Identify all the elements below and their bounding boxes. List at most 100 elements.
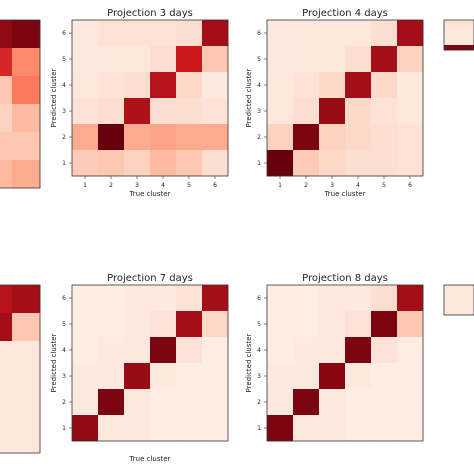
x-tick-label: 3 bbox=[330, 182, 334, 189]
heatmap-cell bbox=[98, 124, 125, 151]
heatmap-cell bbox=[150, 20, 177, 47]
heatmap-cell bbox=[12, 104, 41, 133]
heatmap-cell bbox=[202, 363, 229, 390]
heatmap-cell bbox=[319, 415, 346, 442]
y-tick-label: 4 bbox=[62, 82, 66, 89]
heatmap-cell bbox=[0, 160, 13, 189]
heatmap-cell bbox=[0, 397, 13, 426]
heatmap-cell bbox=[267, 20, 294, 47]
heatmap-cell bbox=[397, 285, 424, 312]
heatmap-cell bbox=[371, 72, 398, 99]
x-tick-label: 3 bbox=[135, 182, 139, 189]
heatmap-cell bbox=[12, 369, 41, 398]
heatmap-cell bbox=[176, 337, 203, 364]
heatmap-cell bbox=[0, 285, 13, 314]
heatmap-cell bbox=[124, 389, 151, 416]
y-tick-label: 1 bbox=[257, 425, 261, 432]
panel-title: Projection 4 days bbox=[302, 8, 388, 19]
heatmap-cell bbox=[397, 20, 424, 47]
heatmap-cell bbox=[319, 337, 346, 364]
x-tick-label: 1 bbox=[278, 182, 282, 189]
heatmap-cell bbox=[72, 72, 99, 99]
heatmap-cell bbox=[319, 311, 346, 338]
heatmap-cell bbox=[345, 415, 372, 442]
heatmap-cell bbox=[12, 20, 41, 49]
heatmap-cell bbox=[124, 98, 151, 125]
heatmap-cell bbox=[371, 150, 398, 177]
heatmap-cell bbox=[98, 363, 125, 390]
heatmap-cell bbox=[124, 46, 151, 73]
heatmap-cell bbox=[12, 285, 41, 314]
heatmap-cell bbox=[150, 311, 177, 338]
heatmap-cell bbox=[150, 389, 177, 416]
heatmap-cell bbox=[371, 285, 398, 312]
heatmap-cell bbox=[124, 150, 151, 177]
y-tick-label: 3 bbox=[62, 373, 66, 380]
heatmap-cell bbox=[98, 72, 125, 99]
y-tick-label: 5 bbox=[257, 321, 261, 328]
x-tick-label: 2 bbox=[109, 182, 113, 189]
heatmap-cell bbox=[397, 46, 424, 73]
heatmap-frame bbox=[443, 19, 474, 51]
heatmap-cell bbox=[124, 415, 151, 442]
heatmap-cell bbox=[293, 389, 320, 416]
heatmap-cell bbox=[124, 363, 151, 390]
heatmap-cell bbox=[150, 72, 177, 99]
y-tick-label: 3 bbox=[62, 108, 66, 115]
y-axis-label: Predicted cluster bbox=[50, 68, 58, 127]
x-axis-label: True cluster bbox=[324, 190, 366, 198]
heatmap-cell bbox=[397, 98, 424, 125]
heatmap-cell bbox=[0, 369, 13, 398]
heatmap-cell bbox=[444, 20, 474, 26]
heatmap-cell bbox=[345, 46, 372, 73]
panel-title: Projection 3 days bbox=[107, 8, 193, 19]
heatmap-cell bbox=[176, 311, 203, 338]
heatmap-cell bbox=[176, 389, 203, 416]
heatmap-cell bbox=[371, 363, 398, 390]
heatmap-cell bbox=[267, 150, 294, 177]
heatmap-cell bbox=[202, 46, 229, 73]
y-tick-label: 4 bbox=[257, 82, 261, 89]
heatmap-cell bbox=[124, 72, 151, 99]
heatmap-cell bbox=[176, 363, 203, 390]
heatmap-cell bbox=[371, 311, 398, 338]
heatmap-cell bbox=[0, 20, 13, 49]
heatmap-cell bbox=[444, 40, 474, 46]
y-tick-label: 2 bbox=[62, 399, 66, 406]
heatmap-cell bbox=[444, 310, 474, 316]
heatmap-cell bbox=[293, 415, 320, 442]
panel-title: Projection 7 days bbox=[107, 273, 193, 284]
heatmap-cell bbox=[319, 98, 346, 125]
heatmap-cell bbox=[72, 124, 99, 151]
heatmap-cell bbox=[12, 132, 41, 161]
y-tick-label: 3 bbox=[257, 108, 261, 115]
heatmap-frame bbox=[0, 284, 41, 454]
heatmap-cell bbox=[397, 389, 424, 416]
heatmap-cell bbox=[150, 98, 177, 125]
heatmap-cell bbox=[72, 285, 99, 312]
heatmap-cell bbox=[72, 46, 99, 73]
y-tick-label: 6 bbox=[62, 295, 66, 302]
heatmap-cell bbox=[444, 295, 474, 301]
heatmap-cell bbox=[176, 72, 203, 99]
heatmap-cell bbox=[444, 35, 474, 41]
heatmap-cell bbox=[444, 45, 474, 51]
y-tick-label: 2 bbox=[62, 134, 66, 141]
heatmap-cell bbox=[267, 124, 294, 151]
heatmap-cell bbox=[267, 46, 294, 73]
heatmap-cell bbox=[124, 124, 151, 151]
heatmap-cell bbox=[371, 98, 398, 125]
heatmap-cell bbox=[345, 98, 372, 125]
panel-title: Projection 8 days bbox=[302, 273, 388, 284]
heatmap-cell bbox=[371, 337, 398, 364]
y-tick-label: 3 bbox=[257, 373, 261, 380]
y-tick-label: 1 bbox=[62, 160, 66, 167]
heatmap-cell bbox=[319, 389, 346, 416]
heatmap-cell bbox=[72, 20, 99, 47]
y-tick-label: 5 bbox=[257, 56, 261, 63]
x-axis-label: True cluster bbox=[129, 455, 171, 463]
y-axis-label: Predicted cluster bbox=[245, 68, 253, 127]
heatmap-cell bbox=[202, 311, 229, 338]
heatmap-cell bbox=[202, 337, 229, 364]
